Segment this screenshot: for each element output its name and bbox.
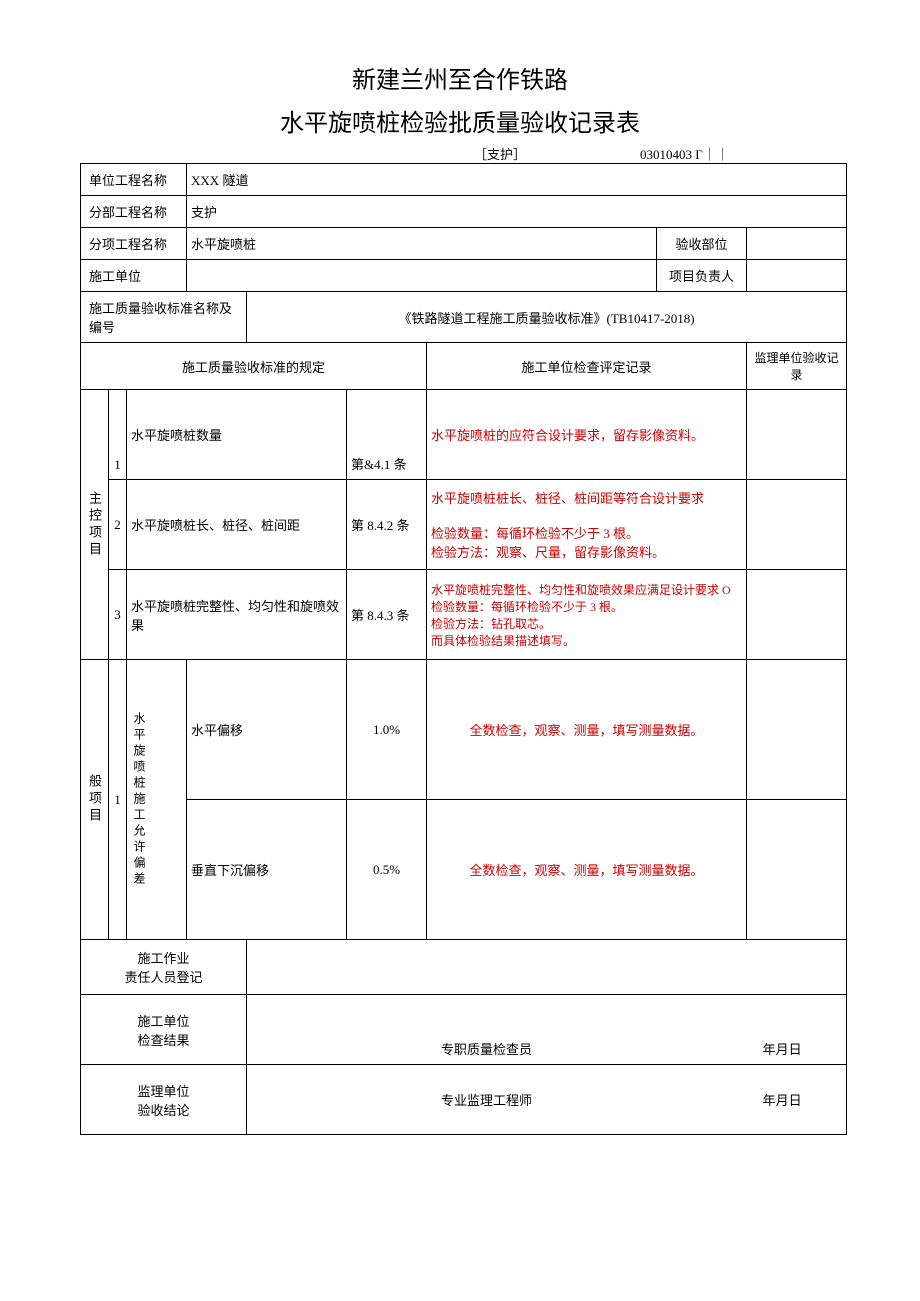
- main-item-record: 水平旋喷桩完整性、均匀性和旋喷效果应满足设计要求 O 检验数量：每循环检验不少于…: [427, 570, 747, 660]
- table-row: 分部工程名称 支护: [81, 196, 847, 228]
- table-row: 施工质量验收标准的规定 施工单位检查评定记录 监理单位验收记录: [81, 343, 847, 390]
- general-item-record: 全数检查，观察、测量，填写测量数据。: [427, 800, 747, 940]
- supervisor-cell: [747, 660, 847, 800]
- subheader-category: ［支护］: [80, 144, 640, 163]
- accept-dept-value: [747, 228, 847, 260]
- unit-project-value: XXX 隧道: [187, 164, 847, 196]
- general-group-name: 水平旋喷桩施工允许偏差: [127, 660, 187, 940]
- main-item-no: 1: [109, 390, 127, 480]
- col-header-check-record: 施工单位检查评定记录: [427, 343, 747, 390]
- title-line-2: 水平旋喷桩检验批质量验收记录表: [80, 103, 840, 138]
- unit-project-label: 单位工程名称: [81, 164, 187, 196]
- sub-project-value: 支护: [187, 196, 847, 228]
- main-item-clause: 第 8.4.3 条: [347, 570, 427, 660]
- item-project-label: 分项工程名称: [81, 228, 187, 260]
- main-item-name: 水平旋喷桩完整性、均匀性和旋喷效果: [127, 570, 347, 660]
- engineer-label: 专业监理工程师: [251, 1090, 722, 1109]
- inspection-table: 单位工程名称 XXX 隧道 分部工程名称 支护 分项工程名称 水平旋喷桩 验收部…: [80, 163, 847, 1135]
- std-name-label: 施工质量验收标准名称及编号: [81, 292, 247, 343]
- supervisor-result-label: 监理单位 验收结论: [81, 1065, 247, 1135]
- table-row: 单位工程名称 XXX 隧道: [81, 164, 847, 196]
- table-row: 主控项目 1 水平旋喷桩数量 第&4.1 条 水平旋喷桩的应符合设计要求，留存影…: [81, 390, 847, 480]
- date-label: 年月日: [722, 1039, 842, 1058]
- table-row: 监理单位 验收结论 专业监理工程师年月日: [81, 1065, 847, 1135]
- supervisor-cell: [747, 390, 847, 480]
- general-item-name: 水平偏移: [187, 660, 347, 800]
- general-item-name: 垂直下沉偏移: [187, 800, 347, 940]
- sub-project-label: 分部工程名称: [81, 196, 187, 228]
- col-header-std-rule: 施工质量验收标准的规定: [81, 343, 427, 390]
- main-item-no: 2: [109, 480, 127, 570]
- inspector-label: 专职质量检查员: [251, 1039, 722, 1058]
- main-item-name: 水平旋喷桩长、桩径、桩间距: [127, 480, 347, 570]
- main-item-no: 3: [109, 570, 127, 660]
- table-row: 分项工程名称 水平旋喷桩 验收部位: [81, 228, 847, 260]
- work-personnel-value: [247, 940, 847, 995]
- main-item-clause: 第 8.4.2 条: [347, 480, 427, 570]
- general-item-record: 全数检查，观察、测量，填写测量数据。: [427, 660, 747, 800]
- main-item-record: 水平旋喷桩桩长、桩径、桩间距等符合设计要求 检验数量：每循环检验不少于 3 根。…: [427, 480, 747, 570]
- general-items-label: 般项目: [81, 660, 109, 940]
- table-row: 3 水平旋喷桩完整性、均匀性和旋喷效果 第 8.4.3 条 水平旋喷桩完整性、均…: [81, 570, 847, 660]
- general-item-tol: 1.0%: [347, 660, 427, 800]
- supervisor-cell: [747, 800, 847, 940]
- main-item-clause: 第&4.1 条: [347, 390, 427, 480]
- general-item-tol: 0.5%: [347, 800, 427, 940]
- supervisor-result-cell: 专业监理工程师年月日: [247, 1065, 847, 1135]
- item-project-value: 水平旋喷桩: [187, 228, 657, 260]
- supervisor-cell: [747, 570, 847, 660]
- accept-dept-label: 验收部位: [657, 228, 747, 260]
- constr-unit-label: 施工单位: [81, 260, 187, 292]
- proj-leader-value: [747, 260, 847, 292]
- col-header-supervisor: 监理单位验收记录: [747, 343, 847, 390]
- table-row: 施工质量验收标准名称及编号 《铁路隧道工程施工质量验收标准》(TB10417-2…: [81, 292, 847, 343]
- general-group-no: 1: [109, 660, 127, 940]
- work-personnel-label: 施工作业 责任人员登记: [81, 940, 247, 995]
- main-item-name: 水平旋喷桩数量: [127, 390, 347, 480]
- table-row: 施工单位 检查结果 专职质量检查员年月日: [81, 995, 847, 1065]
- constr-result-label: 施工单位 检查结果: [81, 995, 247, 1065]
- constr-result-cell: 专职质量检查员年月日: [247, 995, 847, 1065]
- proj-leader-label: 项目负责人: [657, 260, 747, 292]
- subheader-code: 03010403 Γ｜｜: [640, 144, 840, 163]
- title-line-1: 新建兰州至合作铁路: [80, 60, 840, 95]
- table-row: 般项目 1 水平旋喷桩施工允许偏差 水平偏移 1.0% 全数检查，观察、测量，填…: [81, 660, 847, 800]
- main-item-record: 水平旋喷桩的应符合设计要求，留存影像资料。: [427, 390, 747, 480]
- table-row: 垂直下沉偏移 0.5% 全数检查，观察、测量，填写测量数据。: [81, 800, 847, 940]
- std-name-value: 《铁路隧道工程施工质量验收标准》(TB10417-2018): [247, 292, 847, 343]
- main-items-label: 主控项目: [81, 390, 109, 660]
- table-row: 施工作业 责任人员登记: [81, 940, 847, 995]
- constr-unit-value: [187, 260, 657, 292]
- supervisor-cell: [747, 480, 847, 570]
- date-label: 年月日: [722, 1090, 842, 1109]
- table-row: 2 水平旋喷桩长、桩径、桩间距 第 8.4.2 条 水平旋喷桩桩长、桩径、桩间距…: [81, 480, 847, 570]
- table-row: 施工单位 项目负责人: [81, 260, 847, 292]
